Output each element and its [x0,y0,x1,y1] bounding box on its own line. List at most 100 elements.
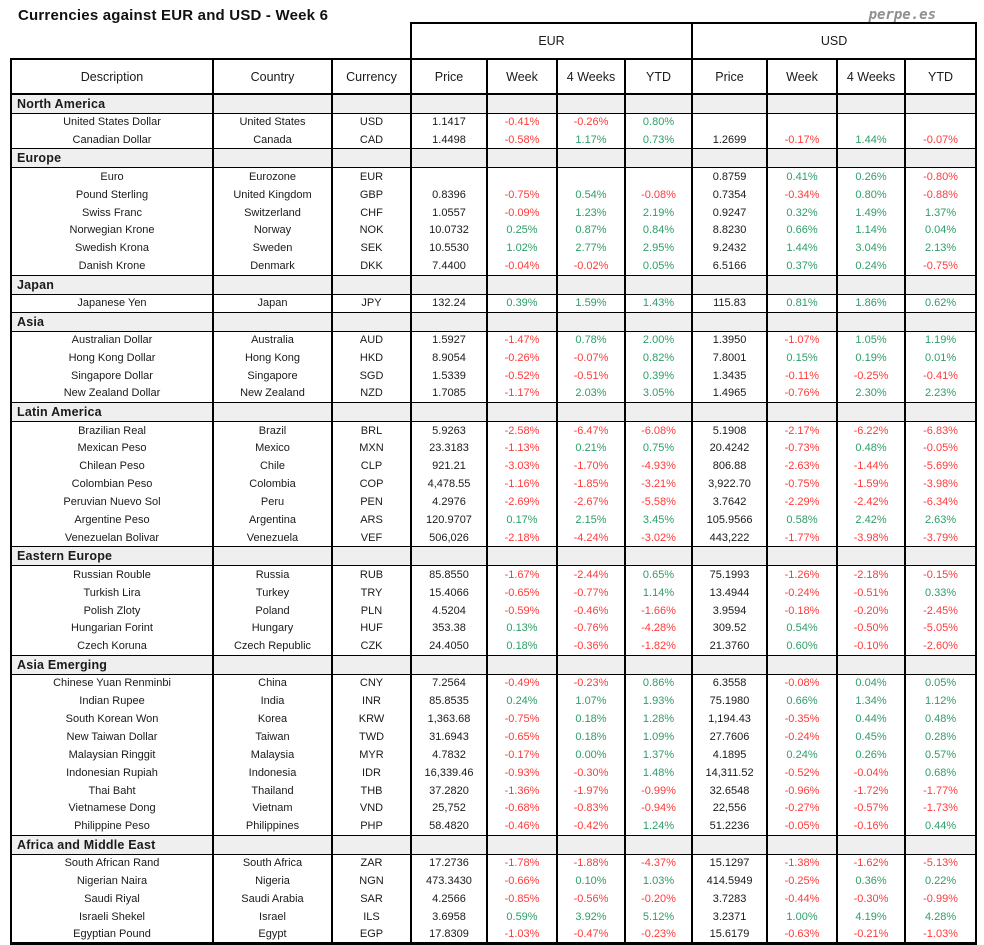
currency-row: Brazilian Real Brazil BRL 5.9263 -2.58% -6.47… [10,421,978,440]
country-cell: Venezuela [212,528,333,547]
section-empty-cell [331,93,412,114]
currency-row: Mexican Peso Mexico MXN 23.3183 -1.13% 0.21% 0… [10,439,978,458]
section-empty-cell [836,402,907,423]
eur-week-cell: -1.03% [486,925,558,945]
section-empty-cell [556,402,626,423]
currency-row: Polish Zloty Poland PLN 4.5204 -0.59% -0.46% -… [10,601,978,620]
eur-4weeks-cell: -0.76% [556,619,626,638]
eur-4weeks-cell: 0.78% [556,331,626,349]
eur-price-cell: 10.0732 [410,221,488,240]
currency-code-cell: VND [331,799,412,818]
section-empty-cell [331,148,412,169]
usd-4weeks-cell: 0.26% [836,167,907,186]
section-row: Asia Emerging [10,654,978,675]
section-empty-cell [331,834,412,855]
currency-code-cell: ILS [331,907,412,926]
currency-row: Malaysian Ringgit Malaysia MYR 4.7832 -0.17%… [10,745,978,764]
usd-price-cell: 15.1297 [691,854,769,873]
usd-ytd-cell [904,113,978,131]
description-cell: New Taiwan Dollar [10,727,214,746]
eur-4weeks-cell: -1.85% [556,475,626,494]
eur-week-cell: -0.66% [486,872,558,891]
description-cell: Chilean Peso [10,457,214,476]
eur-price-cell: 4.2566 [410,890,488,908]
usd-ytd-cell: 0.22% [904,872,978,891]
country-cell: South Africa [212,854,333,873]
description-cell: Singapore Dollar [10,366,214,385]
description-cell: Japanese Yen [10,294,214,313]
section-empty-cell [486,148,558,169]
currency-code-cell: HUF [331,619,412,638]
eur-ytd-cell: 1.43% [623,294,694,313]
currency-code-cell: INR [331,692,412,711]
section-row: Europe [10,148,978,169]
eur-ytd-cell: 0.84% [623,221,694,240]
description-cell: Chinese Yuan Renminbi [10,674,214,693]
currency-row: South Korean Won Korea KRW 1,363.68 -0.75% 0.… [10,710,978,728]
currency-row: New Zealand Dollar New Zealand NZD 1.7085 -1… [10,384,978,403]
usd-week-cell: -0.11% [766,366,839,385]
usd-ytd-cell: 0.05% [904,674,978,693]
usd-4weeks-cell: -3.98% [836,528,907,547]
usd-ytd-cell: 0.04% [904,221,978,240]
usd-4weeks-cell: 0.26% [836,745,907,764]
usd-price-cell: 0.8759 [691,167,769,186]
usd-4weeks-cell: 0.36% [836,872,907,891]
section-empty-cell [410,654,488,675]
eur-price-cell: 58.4820 [410,817,488,836]
eur-4weeks-cell: -0.56% [556,890,626,908]
currency-row: Hungarian Forint Hungary HUF 353.38 0.13% -0.… [10,619,978,638]
usd-4weeks-cell: -2.42% [836,493,907,512]
usd-ytd-cell: 2.13% [904,239,978,258]
section-empty-cell [766,654,839,675]
currency-code-cell: GBP [331,185,412,204]
eur-ytd-cell: 0.73% [623,130,694,149]
currency-code-cell: CHF [331,203,412,222]
eur-4weeks-cell: -0.23% [556,674,626,693]
eur-ytd-cell: -4.28% [623,619,694,638]
description-cell: South Korean Won [10,710,214,728]
description-cell: South African Rand [10,854,214,873]
section-empty-cell [212,311,333,332]
section-empty-cell [691,311,769,332]
usd-ytd-cell: 0.28% [904,727,978,746]
country-cell: Indonesia [212,763,333,782]
eur-ytd-cell: 0.39% [623,366,694,385]
usd-ytd-cell: -0.05% [904,439,978,458]
country-cell: New Zealand [212,384,333,403]
country-cell: Turkey [212,583,333,602]
usd-price-cell: 22,556 [691,799,769,818]
currency-code-cell: THB [331,781,412,800]
currency-code-cell: PHP [331,817,412,836]
eur-ytd-cell: -6.08% [623,421,694,440]
country-cell: Japan [212,294,333,313]
usd-week-cell: -2.29% [766,493,839,512]
description-cell: Indonesian Rupiah [10,763,214,782]
eur-4weeks-cell: -6.47% [556,421,626,440]
eur-ytd-cell: 0.65% [623,565,694,584]
section-title: Eastern Europe [10,546,214,567]
currency-row: Philippine Peso Philippines PHP 58.4820 -0.4… [10,817,978,836]
eur-week-cell: -0.09% [486,203,558,222]
section-empty-cell [486,93,558,114]
section-empty-cell [691,274,769,295]
eur-4weeks-cell: 0.21% [556,439,626,458]
usd-week-cell: -0.24% [766,727,839,746]
eur-week-cell: -0.59% [486,601,558,620]
currency-row: Singapore Dollar Singapore SGD 1.5339 -0.52%… [10,366,978,385]
eur-4weeks-cell: -1.70% [556,457,626,476]
usd-ytd-cell: -5.13% [904,854,978,873]
column-header-usd-4weeks: 4 Weeks [836,58,907,95]
usd-week-cell: -0.18% [766,601,839,620]
currency-code-cell: BRL [331,421,412,440]
usd-week-cell: -0.27% [766,799,839,818]
eur-ytd-cell: -0.08% [623,185,694,204]
eur-week-cell: -1.78% [486,854,558,873]
usd-week-cell: -2.17% [766,421,839,440]
currency-code-cell: ARS [331,511,412,529]
usd-ytd-cell: -2.60% [904,637,978,656]
eur-4weeks-cell: 0.10% [556,872,626,891]
section-empty-cell [410,93,488,114]
section-empty-cell [556,274,626,295]
usd-ytd-cell: -1.77% [904,781,978,800]
